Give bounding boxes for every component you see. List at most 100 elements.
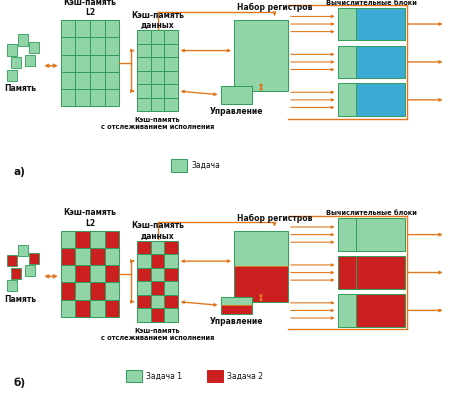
- Bar: [76, 38, 90, 55]
- Bar: [61, 231, 76, 248]
- Bar: [61, 282, 76, 299]
- Bar: [90, 38, 104, 55]
- Bar: [11, 268, 21, 279]
- Bar: [338, 8, 356, 40]
- Bar: [137, 98, 151, 111]
- Bar: [164, 295, 178, 308]
- Bar: [137, 71, 151, 84]
- Bar: [164, 308, 178, 322]
- Bar: [151, 30, 164, 44]
- Text: Управление: Управление: [210, 107, 263, 116]
- Bar: [126, 370, 142, 382]
- Bar: [104, 231, 119, 248]
- Bar: [338, 256, 356, 289]
- Bar: [90, 265, 104, 282]
- Bar: [164, 30, 178, 44]
- Bar: [164, 44, 178, 57]
- Bar: [164, 71, 178, 84]
- Bar: [151, 241, 164, 254]
- Text: Кэш-память
L2: Кэш-память L2: [63, 208, 117, 228]
- Text: Кэш-память
с отслеживанием исполнения: Кэш-память с отслеживанием исполнения: [101, 328, 214, 341]
- Bar: [104, 265, 119, 282]
- Bar: [151, 268, 164, 281]
- Text: б): б): [14, 377, 26, 388]
- Bar: [137, 281, 151, 295]
- Bar: [137, 241, 151, 254]
- Bar: [76, 265, 90, 282]
- Bar: [61, 38, 76, 55]
- Text: Кэш-память
L2: Кэш-память L2: [63, 0, 117, 17]
- Text: Память: Память: [4, 294, 36, 304]
- Bar: [76, 282, 90, 299]
- Text: Набор регистров: Набор регистров: [237, 214, 312, 223]
- Text: а): а): [14, 167, 25, 177]
- Bar: [151, 98, 164, 111]
- Bar: [104, 282, 119, 299]
- Bar: [61, 299, 76, 317]
- Bar: [137, 308, 151, 322]
- Bar: [151, 295, 164, 308]
- Bar: [220, 296, 252, 305]
- Bar: [220, 305, 252, 314]
- Bar: [104, 299, 119, 317]
- Bar: [104, 20, 119, 38]
- Bar: [61, 265, 76, 282]
- Bar: [76, 55, 90, 72]
- Bar: [137, 84, 151, 98]
- Bar: [90, 89, 104, 106]
- Bar: [151, 308, 164, 322]
- Text: Управление: Управление: [210, 317, 263, 327]
- Text: Кэш-память
данных: Кэш-память данных: [131, 221, 184, 241]
- Bar: [207, 370, 223, 382]
- Bar: [137, 254, 151, 268]
- Bar: [61, 55, 76, 72]
- Bar: [7, 70, 17, 81]
- Bar: [11, 57, 21, 68]
- Bar: [7, 280, 17, 291]
- Text: Кэш-память
с отслеживанием исполнения: Кэш-память с отслеживанием исполнения: [101, 117, 214, 131]
- Text: Память: Память: [4, 84, 36, 93]
- Bar: [171, 159, 187, 172]
- Text: Вычислительные блоки: Вычислительные блоки: [326, 210, 417, 216]
- Bar: [164, 268, 178, 281]
- Bar: [151, 254, 164, 268]
- Bar: [76, 231, 90, 248]
- Text: Вычислительные блоки: Вычислительные блоки: [326, 0, 417, 5]
- Bar: [220, 86, 252, 104]
- Bar: [151, 71, 164, 84]
- Bar: [76, 20, 90, 38]
- Bar: [90, 248, 104, 265]
- Bar: [7, 255, 17, 266]
- Bar: [104, 72, 119, 89]
- Bar: [90, 299, 104, 317]
- Bar: [338, 83, 356, 116]
- Bar: [25, 55, 35, 66]
- Bar: [61, 89, 76, 106]
- Bar: [90, 231, 104, 248]
- Bar: [151, 44, 164, 57]
- Bar: [61, 248, 76, 265]
- Bar: [25, 265, 35, 276]
- Bar: [234, 231, 288, 266]
- Bar: [164, 98, 178, 111]
- Bar: [104, 89, 119, 106]
- Bar: [104, 248, 119, 265]
- Bar: [356, 294, 405, 327]
- Bar: [164, 254, 178, 268]
- Bar: [29, 253, 39, 264]
- Bar: [137, 44, 151, 57]
- Bar: [61, 20, 76, 38]
- Bar: [18, 34, 28, 45]
- Bar: [104, 55, 119, 72]
- Text: Задача 2: Задача 2: [227, 372, 263, 381]
- Bar: [356, 83, 405, 116]
- Bar: [29, 42, 39, 53]
- Bar: [90, 20, 104, 38]
- Bar: [164, 84, 178, 98]
- Bar: [18, 245, 28, 256]
- Bar: [151, 84, 164, 98]
- Bar: [338, 218, 356, 251]
- Bar: [137, 30, 151, 44]
- Bar: [234, 266, 288, 301]
- Bar: [164, 57, 178, 71]
